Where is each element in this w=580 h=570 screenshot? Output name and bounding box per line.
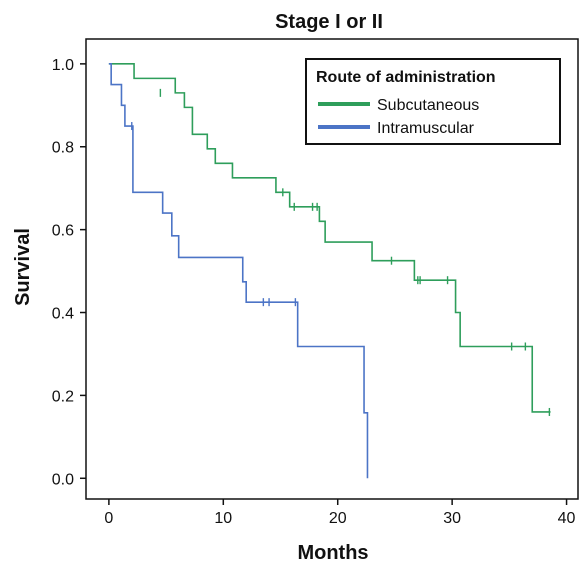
x-tick-label: 10 xyxy=(214,510,232,527)
y-tick-label: 0.2 xyxy=(52,388,74,405)
x-tick-label: 30 xyxy=(443,510,461,527)
y-tick-label: 0.4 xyxy=(52,306,74,323)
legend-label-subcutaneous: Subcutaneous xyxy=(377,97,479,114)
y-axis-label: Survival xyxy=(12,228,34,306)
x-axis-label: Months xyxy=(297,542,368,564)
y-tick-label: 0.8 xyxy=(52,140,74,157)
legend-box xyxy=(305,58,561,145)
y-tick-label: 0.0 xyxy=(52,471,74,488)
plot-frame xyxy=(85,38,579,500)
legend-title: Route of administration xyxy=(316,69,496,86)
x-tick-label: 40 xyxy=(558,510,576,527)
legend-label-intramuscular: Intramuscular xyxy=(377,120,475,137)
chart-title: Stage I or II xyxy=(275,11,383,33)
x-tick-label: 20 xyxy=(329,510,347,527)
y-tick-label: 1.0 xyxy=(52,57,74,74)
y-tick-label: 0.6 xyxy=(52,223,74,240)
series-line-intramuscular xyxy=(108,63,369,479)
plot-area: 0 10 20 30 40 0.0 0.2 0.4 0.6 0.8 1.0 xyxy=(52,38,579,527)
x-tick-label: 0 xyxy=(104,510,113,527)
legend: Route of administration Subcutaneous Int… xyxy=(305,58,561,145)
